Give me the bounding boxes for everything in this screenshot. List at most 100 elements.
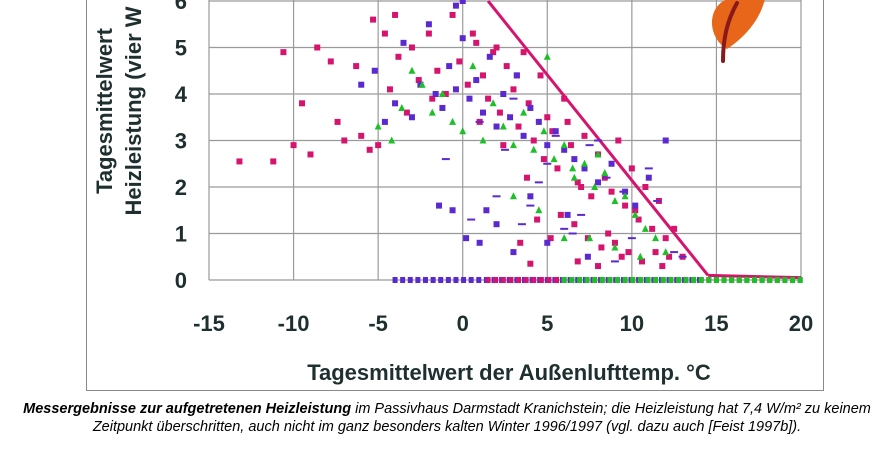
- data-point: [531, 277, 537, 283]
- data-point: [374, 122, 382, 130]
- data-point: [713, 277, 719, 283]
- data-point: [569, 277, 575, 283]
- data-point: [601, 169, 609, 177]
- data-point: [659, 263, 666, 270]
- x-tick-label: 0: [457, 311, 469, 336]
- data-point: [469, 30, 476, 37]
- data-point: [535, 118, 542, 125]
- data-point: [527, 260, 534, 267]
- data-point: [645, 277, 651, 283]
- data-point: [622, 202, 629, 209]
- data-point: [610, 260, 619, 263]
- data-point: [507, 114, 514, 121]
- data-point: [744, 277, 750, 283]
- data-point: [535, 206, 543, 214]
- figure-frame: -15 -10 -5 0 5 10 15 20 0 1 2 3 4 5 6 Tagesmittelwert …: [86, 0, 824, 391]
- data-point: [751, 277, 757, 283]
- data-point: [489, 99, 497, 107]
- data-point: [652, 249, 659, 256]
- data-point: [547, 235, 554, 242]
- data-point: [598, 244, 605, 251]
- data-point: [662, 248, 670, 256]
- data-point: [483, 207, 490, 214]
- data-point: [429, 95, 436, 102]
- data-point: [516, 277, 522, 283]
- data-point: [499, 122, 507, 130]
- data-point: [561, 277, 567, 283]
- data-point: [510, 86, 517, 93]
- data-point: [530, 145, 538, 153]
- y-axis-title-line2: Heizleistung (vier W: [121, 6, 146, 215]
- data-point: [595, 179, 602, 186]
- data-point: [371, 67, 378, 74]
- data-point: [438, 277, 444, 283]
- data-point: [525, 100, 532, 107]
- data-point: [537, 72, 544, 79]
- data-point: [652, 234, 660, 242]
- data-point: [782, 277, 788, 283]
- data-point: [500, 277, 506, 283]
- data-point: [767, 277, 773, 283]
- scatter-chart: -15 -10 -5 0 5 10 15 20 0 1 2 3 4 5 6 Tagesmittelwert …: [92, 0, 813, 385]
- data-point: [662, 137, 669, 144]
- data-point: [449, 11, 456, 18]
- data-point: [698, 277, 704, 283]
- data-point: [552, 128, 559, 135]
- data-point: [509, 97, 518, 100]
- data-point: [534, 181, 543, 184]
- x-tick-label: 10: [620, 311, 644, 336]
- data-point: [425, 30, 432, 37]
- data-point: [534, 216, 541, 223]
- x-tick-label: -15: [193, 311, 225, 336]
- data-point: [467, 218, 476, 221]
- y-tick-label: 2: [175, 175, 187, 200]
- data-point: [523, 277, 529, 283]
- data-point: [395, 53, 402, 60]
- data-point: [513, 72, 520, 79]
- data-point: [540, 156, 547, 163]
- data-point: [358, 81, 365, 88]
- data-point: [639, 258, 646, 265]
- data-point: [381, 30, 388, 37]
- data-point: [568, 232, 577, 235]
- data-point: [670, 251, 679, 254]
- data-point: [649, 225, 656, 232]
- data-point: [797, 277, 803, 283]
- data-point: [466, 95, 473, 102]
- data-point: [449, 207, 456, 214]
- data-point: [530, 137, 537, 144]
- data-point: [452, 2, 459, 9]
- data-point: [493, 221, 500, 228]
- data-point: [591, 183, 599, 190]
- data-point: [594, 139, 603, 142]
- caption-text: im Passivhaus Darmstadt Kranichstein; di…: [92, 401, 871, 435]
- data-point: [403, 109, 410, 116]
- y-tick-label: 5: [175, 36, 187, 61]
- data-point: [574, 258, 581, 265]
- data-point: [408, 66, 416, 74]
- data-point: [418, 80, 426, 88]
- data-point: [520, 49, 527, 56]
- data-point: [492, 195, 501, 198]
- data-point: [540, 127, 548, 135]
- data-point: [415, 77, 422, 84]
- flame-logo-shape: [712, 0, 765, 49]
- data-point: [476, 277, 482, 283]
- data-point: [441, 158, 450, 161]
- data-point: [653, 199, 662, 202]
- data-point: [407, 277, 413, 283]
- data-point: [641, 224, 649, 232]
- data-point: [459, 127, 467, 135]
- data-point: [721, 277, 727, 283]
- data-point: [517, 239, 524, 246]
- data-point: [581, 165, 588, 172]
- data-point: [560, 227, 569, 230]
- data-point: [442, 91, 449, 97]
- data-point: [577, 213, 586, 216]
- x-tick-label: 15: [704, 311, 728, 336]
- data-point: [490, 49, 497, 56]
- data-points: [236, 0, 803, 283]
- data-point: [608, 160, 615, 167]
- data-point: [560, 141, 568, 149]
- data-point: [671, 225, 678, 232]
